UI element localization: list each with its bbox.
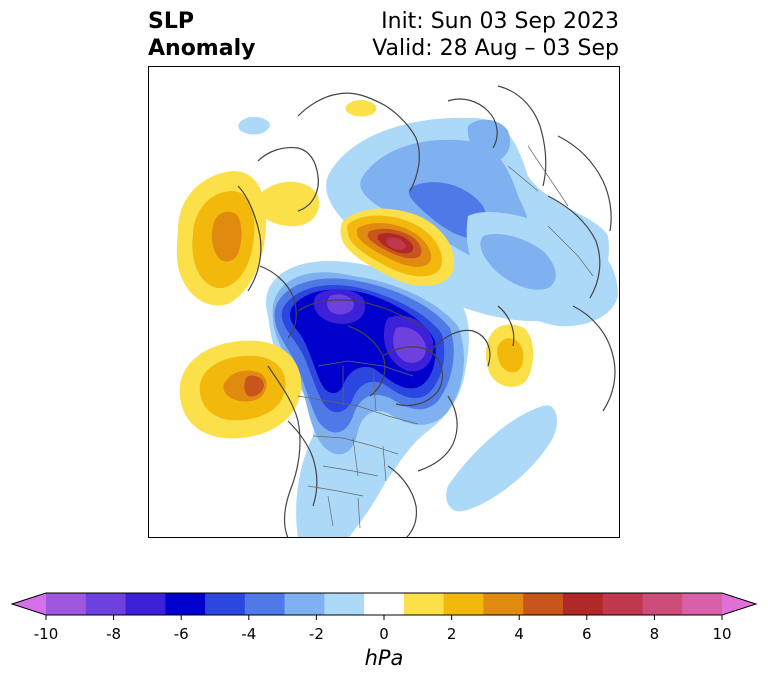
colorbar-tick-label: -8 xyxy=(106,625,122,643)
colorbar-cell xyxy=(523,593,564,615)
colorbar-cell xyxy=(205,593,246,615)
map-svg xyxy=(148,66,620,538)
colorbar-cell xyxy=(403,593,445,615)
date-info: Init: Sun 03 Sep 2023 Valid: 28 Aug – 03… xyxy=(372,8,619,62)
colorbar xyxy=(10,592,758,620)
anomaly-atlantic-negative xyxy=(446,405,558,512)
colorbar-tick-label: -4 xyxy=(241,625,257,643)
colorbar-extend-low xyxy=(12,593,46,615)
valid-range: Valid: 28 Aug – 03 Sep xyxy=(372,36,619,61)
political-borders xyxy=(297,145,594,529)
colorbar-tick-label: 2 xyxy=(446,625,457,643)
colorbar-cell xyxy=(642,593,683,615)
colorbar-tick-label: -6 xyxy=(173,625,189,643)
anomaly-small-positive-north xyxy=(345,100,377,117)
anomaly-map xyxy=(148,66,620,538)
colorbar-cell xyxy=(125,593,166,615)
colorbar-cell xyxy=(284,593,325,615)
colorbar-cell xyxy=(85,593,127,615)
map-border xyxy=(148,66,620,538)
colorbar-tick-label: 10 xyxy=(712,625,732,643)
colorbar-cell xyxy=(483,593,524,615)
colorbar-tick-label: 4 xyxy=(514,625,524,643)
colorbar-cell xyxy=(46,593,87,615)
anomaly-labrador-positive-l2 xyxy=(497,338,524,373)
colorbar-cells xyxy=(46,593,723,615)
anomaly-pacific-positive-w-l3 xyxy=(211,211,242,262)
chart-title: SLP Anomaly xyxy=(148,8,255,62)
colorbar-cell xyxy=(324,593,365,615)
colorbar-extend-high xyxy=(722,593,756,615)
colorbar-cell xyxy=(682,593,723,615)
colorbar-tick-label: -2 xyxy=(308,625,324,643)
anomaly-arctic-positive-l6 xyxy=(386,237,406,250)
colorbar-tick-label: 8 xyxy=(649,625,660,643)
colorbar-ticks xyxy=(45,615,723,620)
init-date: Init: Sun 03 Sep 2023 xyxy=(381,9,619,34)
title-line-2: Anomaly xyxy=(148,36,256,61)
anomaly-small-negative-nw xyxy=(238,116,270,135)
anomaly-pacific-positive-s-l4 xyxy=(244,375,264,397)
colorbar-cell xyxy=(562,593,604,615)
anomaly-na-negative-l7b xyxy=(393,327,426,363)
coastlines xyxy=(237,85,616,538)
anomaly-beaufort-positive xyxy=(257,181,319,227)
colorbar-cell xyxy=(602,593,643,615)
anomaly-small-negative-ne xyxy=(467,119,511,161)
title-line-1: SLP xyxy=(148,9,194,34)
anomaly-na-negative-l7a xyxy=(327,294,354,315)
anomaly-siberia-negative-inner xyxy=(480,233,556,290)
colorbar-cell xyxy=(443,593,484,615)
colorbar-tick-label: -10 xyxy=(33,625,59,643)
colorbar-cell xyxy=(165,593,206,615)
colorbar-cell xyxy=(244,593,286,615)
colorbar-cell xyxy=(364,593,405,615)
colorbar-units: hPa xyxy=(364,646,404,670)
colorbar-tick-label: 0 xyxy=(379,625,389,643)
colorbar-tick-label: 6 xyxy=(582,625,592,643)
